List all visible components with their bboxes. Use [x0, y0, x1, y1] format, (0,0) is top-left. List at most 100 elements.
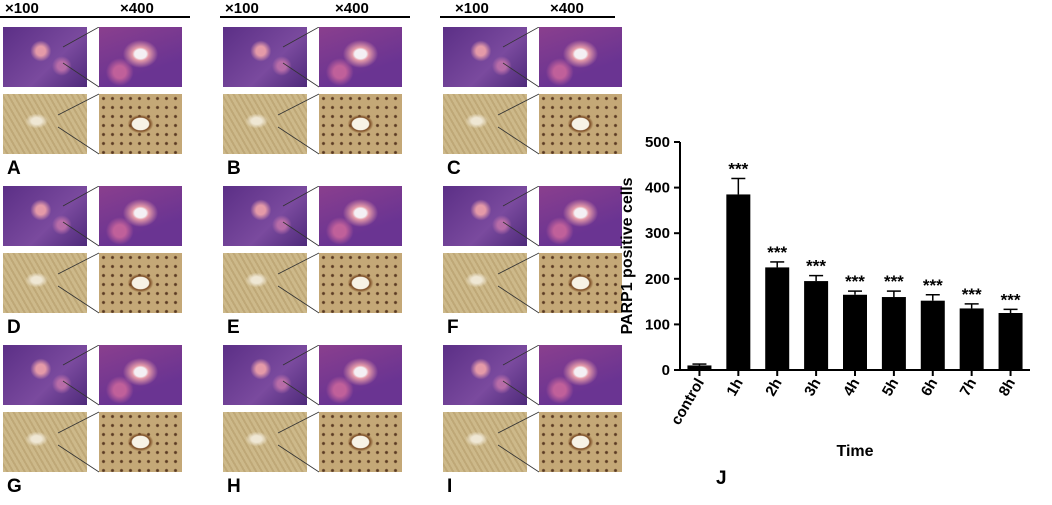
- zoom-line: [502, 62, 540, 88]
- micrograph-panel-b: B: [223, 27, 403, 187]
- bar: [998, 313, 1023, 370]
- panel-label-b: B: [227, 158, 241, 179]
- significance-label: ***: [767, 243, 787, 262]
- zoom-line: [57, 444, 100, 473]
- panel-label-f: F: [447, 317, 459, 338]
- panel-label-c: C: [447, 158, 461, 179]
- significance-label: ***: [923, 276, 943, 295]
- x-tick-label: 5h: [879, 376, 902, 400]
- magnification-high-label: ×400: [120, 0, 154, 17]
- micrograph-panel-c: C: [443, 27, 623, 187]
- micrograph-panel-h: H: [223, 345, 403, 505]
- zoom-line: [57, 93, 100, 116]
- ihc-stain-x100-image: [3, 94, 87, 154]
- y-tick-label: 400: [645, 180, 670, 197]
- zoom-line: [497, 93, 540, 116]
- ihc-stain-x100-image: [223, 94, 307, 154]
- significance-label: ***: [884, 272, 904, 291]
- he-stain-x100-image: [223, 27, 307, 87]
- zoom-line: [497, 444, 540, 473]
- micrograph-panel-f: F: [443, 186, 623, 346]
- ihc-stain-x400-image: [539, 412, 622, 472]
- zoom-line: [277, 93, 320, 116]
- panel-label-h: H: [227, 476, 241, 497]
- panel-label-d: D: [7, 317, 21, 338]
- micrograph-panel-d: D: [3, 186, 183, 346]
- bar: [765, 267, 790, 370]
- panel-label-e: E: [227, 317, 240, 338]
- he-stain-x400-image: [319, 27, 402, 87]
- zoom-connector-lines: [277, 186, 320, 314]
- micrograph-panel-g: G: [3, 345, 183, 505]
- zoom-line: [282, 62, 320, 88]
- micrograph-panel-i: I: [443, 345, 623, 505]
- he-stain-x400-image: [99, 27, 182, 87]
- zoom-line: [497, 411, 540, 434]
- significance-label: ***: [1001, 290, 1021, 309]
- zoom-connector-lines: [497, 345, 540, 473]
- he-stain-x100-image: [223, 345, 307, 405]
- zoom-line: [497, 285, 540, 314]
- he-stain-x100-image: [3, 186, 87, 246]
- ihc-stain-x400-image: [99, 412, 182, 472]
- zoom-connector-lines: [277, 27, 320, 155]
- zoom-line: [62, 62, 100, 88]
- ihc-stain-x400-image: [319, 412, 402, 472]
- zoom-line: [57, 411, 100, 434]
- zoom-line: [62, 380, 100, 406]
- magnification-low-label: ×100: [5, 0, 39, 17]
- bar: [843, 294, 867, 370]
- magnification-low-label: ×100: [455, 0, 489, 17]
- he-stain-x400-image: [539, 27, 622, 87]
- zoom-connector-lines: [497, 186, 540, 314]
- y-tick-label: 100: [645, 316, 670, 333]
- zoom-line: [502, 186, 540, 207]
- significance-label: ***: [845, 272, 865, 291]
- ihc-stain-x100-image: [443, 94, 527, 154]
- bar: [726, 194, 751, 370]
- he-stain-x400-image: [99, 345, 182, 405]
- zoom-connector-lines: [277, 345, 320, 473]
- zoom-connector-lines: [57, 186, 100, 314]
- panel-label-g: G: [7, 476, 22, 497]
- y-tick-label: 200: [645, 271, 670, 288]
- zoom-line: [57, 285, 100, 314]
- magnification-low-label: ×100: [225, 0, 259, 17]
- header-rule: [0, 16, 190, 18]
- he-stain-x400-image: [539, 186, 622, 246]
- zoom-line: [62, 221, 100, 247]
- ihc-stain-x400-image: [99, 253, 182, 313]
- zoom-line: [282, 221, 320, 247]
- ihc-stain-x100-image: [443, 253, 527, 313]
- magnification-high-label: ×400: [335, 0, 369, 17]
- x-axis-label: Time: [836, 443, 873, 460]
- significance-label: ***: [728, 159, 748, 178]
- zoom-line: [277, 285, 320, 314]
- zoom-line: [277, 252, 320, 275]
- he-stain-x100-image: [443, 186, 527, 246]
- bar: [804, 281, 829, 370]
- zoom-line: [62, 345, 100, 366]
- panel-label-a: A: [7, 158, 21, 179]
- he-stain-x400-image: [99, 186, 182, 246]
- he-stain-x100-image: [443, 345, 527, 405]
- ihc-stain-x400-image: [319, 94, 402, 154]
- zoom-line: [277, 444, 320, 473]
- panel-label-i: I: [447, 476, 453, 497]
- zoom-connector-lines: [497, 27, 540, 155]
- column-header-3: ×100 ×400: [440, 0, 615, 20]
- x-tick-label: 2h: [762, 376, 785, 400]
- zoom-line: [282, 345, 320, 366]
- ihc-stain-x100-image: [3, 253, 87, 313]
- zoom-line: [57, 252, 100, 275]
- x-tick-label: 1h: [723, 376, 746, 400]
- ihc-stain-x400-image: [539, 253, 622, 313]
- zoom-connector-lines: [57, 27, 100, 155]
- y-axis-label: PARP1 positive cells: [620, 177, 636, 334]
- he-stain-x100-image: [223, 186, 307, 246]
- significance-label: ***: [806, 257, 826, 276]
- zoom-line: [502, 380, 540, 406]
- bar: [881, 297, 906, 370]
- ihc-stain-x100-image: [3, 412, 87, 472]
- y-tick-label: 0: [662, 362, 670, 379]
